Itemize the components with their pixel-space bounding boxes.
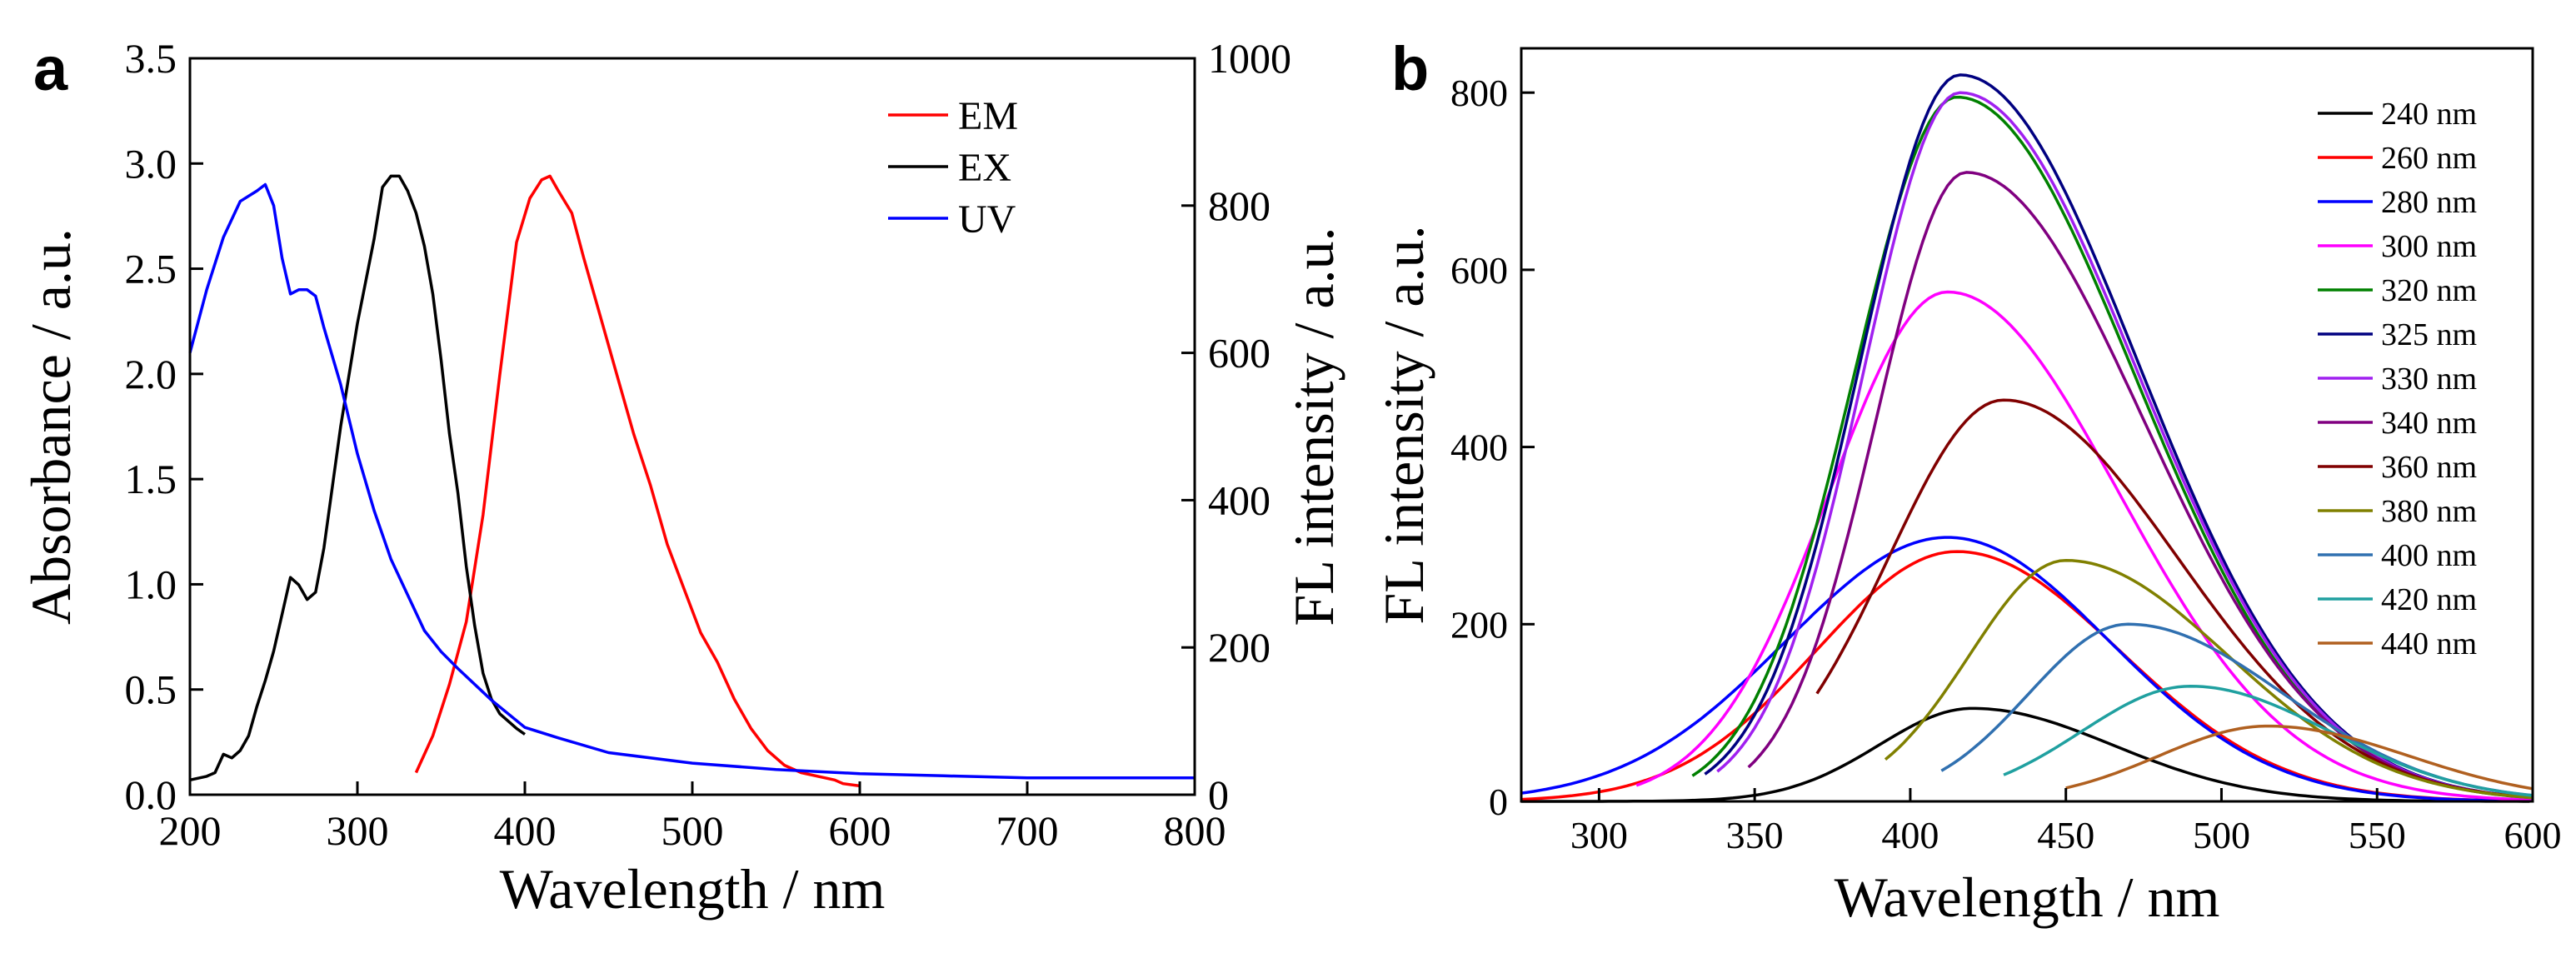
series-line-440-nm	[2065, 724, 2534, 791]
y2-tick-label: 600	[1208, 330, 1271, 377]
series-line-380-nm	[1884, 558, 2534, 800]
x-tick-label: 300	[327, 807, 389, 854]
y2-tick-label: 1000	[1208, 35, 1291, 82]
panel-b-frame	[1520, 47, 2534, 803]
x-tick-label: 300	[1570, 814, 1628, 856]
legend-label-280-nm: 280 nm	[2381, 185, 2477, 220]
series-line-uv	[188, 182, 1195, 780]
legend-label-400-nm: 400 nm	[2381, 538, 2477, 573]
y-tick-label: 600	[1450, 249, 1508, 292]
y-tick-label: 3.0	[125, 140, 177, 187]
series-line-340-nm	[1747, 171, 2534, 800]
legend-label-260-nm: 260 nm	[2381, 141, 2477, 176]
legend-label-325-nm: 325 nm	[2381, 317, 2477, 352]
y-tick-label: 400	[1450, 427, 1508, 469]
y-tick-label: 0.5	[125, 666, 177, 713]
y2-tick-label: 400	[1208, 477, 1271, 523]
y-tick-label: 1.0	[125, 561, 177, 607]
panel-a-y2-axis-title: FL intensity / a.u.	[1282, 227, 1345, 626]
panel-a-plot-area	[188, 174, 1195, 788]
panel-a-letter: a	[33, 34, 68, 103]
y2-tick-label: 0	[1208, 771, 1229, 818]
legend-label-ex: EX	[958, 146, 1011, 190]
y-tick-label: 0.0	[125, 771, 177, 818]
panel-b-y-axis-title: FL intensity / a.u.	[1372, 225, 1435, 624]
legend-label-380-nm: 380 nm	[2381, 494, 2477, 529]
series-line-300-nm	[1635, 290, 2534, 801]
panel-b-legend: 240 nm 260 nm 280 nm 300 nm 320 nm 325 nm 330 …	[2318, 97, 2477, 661]
x-tick-label: 500	[2193, 814, 2250, 856]
legend-label-240-nm: 240 nm	[2381, 97, 2477, 132]
y-tick-label: 0	[1489, 781, 1508, 823]
y-tick-label: 2.0	[125, 351, 177, 397]
y-tick-label: 2.5	[125, 246, 177, 292]
legend-label-340-nm: 340 nm	[2381, 406, 2477, 441]
panel-a: a 200 300 400 500 600 700 800 0.0 0.5 1.0 1.5 2.0 2.…	[19, 34, 1345, 921]
x-tick-label: 450	[2037, 814, 2094, 856]
x-tick-label: 350	[1726, 814, 1784, 856]
panel-b-letter: b	[1391, 34, 1429, 103]
legend-label-uv: UV	[958, 197, 1016, 242]
x-tick-label: 400	[1881, 814, 1939, 856]
y2-tick-label: 800	[1208, 182, 1271, 229]
x-tick-label: 800	[1164, 807, 1226, 854]
legend-label-330-nm: 330 nm	[2381, 362, 2477, 397]
panel-b-plot-area	[1520, 73, 2534, 803]
y-tick-label: 200	[1450, 603, 1508, 646]
x-tick-label: 600	[829, 807, 891, 854]
panel-a-legend: EM EX UV	[888, 94, 1018, 242]
x-tick-label: 550	[2349, 814, 2406, 856]
x-tick-label: 700	[996, 807, 1059, 854]
series-line-420-nm	[2003, 684, 2534, 797]
y-tick-label: 800	[1450, 72, 1508, 114]
panel-a-x-axis-title: Wavelength / nm	[500, 857, 886, 921]
panel-a-y-axis-title: Absorbance / a.u.	[19, 228, 82, 625]
x-tick-label: 200	[159, 807, 222, 854]
series-line-280-nm	[1520, 536, 2530, 803]
panel-b: b 300 350 400 450 500 550 600 0 200 400 600 800 Wav…	[1372, 34, 2562, 929]
legend-label-420-nm: 420 nm	[2381, 582, 2477, 617]
legend-label-300-nm: 300 nm	[2381, 229, 2477, 264]
x-tick-label: 400	[494, 807, 557, 854]
legend-label-em: EM	[958, 94, 1018, 138]
x-tick-label: 600	[2504, 814, 2562, 856]
legend-label-360-nm: 360 nm	[2381, 450, 2477, 485]
y-tick-label: 1.5	[125, 456, 177, 502]
y-tick-label: 3.5	[125, 35, 177, 82]
series-line-em	[414, 174, 861, 788]
legend-label-440-nm: 440 nm	[2381, 626, 2477, 661]
panel-b-x-axis-title: Wavelength / nm	[1835, 866, 2220, 929]
panel-b-ticks: 300 350 400 450 500 550 600 0 200 400 600 800	[1450, 72, 2562, 856]
series-line-ex	[189, 174, 527, 782]
x-tick-label: 500	[661, 807, 724, 854]
y2-tick-label: 200	[1208, 624, 1271, 671]
panel-a-ticks: 200 300 400 500 600 700 800 0.0 0.5 1.0 1.5 2.0 2.5 3…	[125, 35, 1292, 854]
legend-label-320-nm: 320 nm	[2381, 273, 2477, 308]
